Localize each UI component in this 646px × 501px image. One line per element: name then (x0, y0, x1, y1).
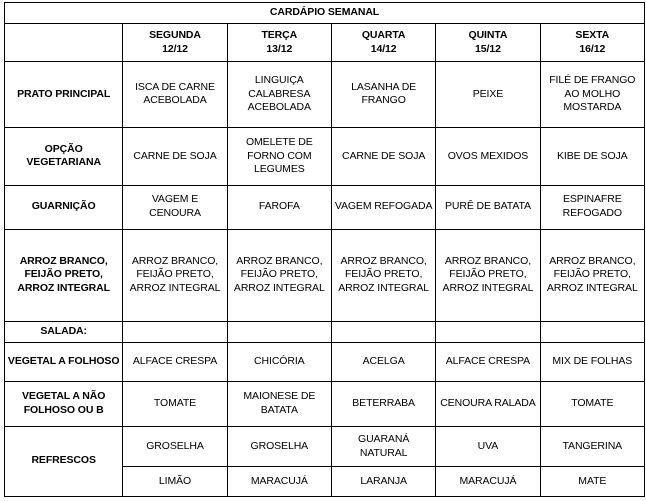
day-header-segunda: SEGUNDA 12/12 (122, 23, 228, 62)
cell-folhoso-quarta: ACELGA (330, 342, 437, 383)
cell-refresco2-quarta: LARANJA (330, 466, 437, 497)
cell-folhoso-terca: CHICÓRIA (226, 342, 332, 383)
day-name-quarta: QUARTA (361, 28, 406, 41)
cell-prato-quinta: PEIXE (435, 60, 541, 129)
cell-guarnicao-quarta: VAGEM REFOGADA (330, 184, 437, 230)
day-header-terca: TERÇA 13/12 (226, 23, 332, 62)
cell-salada-quinta (435, 321, 541, 344)
cell-guarnicao-quinta: PURÊ DE BATATA (435, 184, 541, 230)
day-date-terca: 13/12 (266, 42, 293, 55)
row-label-guarnicao: GUARNIÇÃO (3, 184, 124, 230)
cell-prato-terca: LINGUIÇA CALABRESA ACEBOLADA (226, 60, 332, 129)
cell-refresco1-terca: GROSELHA (226, 425, 332, 468)
menu-row-arroz-feijao: ARROZ BRANCO, FEIJÃO PRETO, ARROZ INTEGR… (3, 228, 646, 323)
weekly-menu-table: CARDÁPIO SEMANAL SEGUNDA 12/12 TERÇA 13/… (3, 1, 646, 498)
cell-naofolhoso-segunda: TOMATE (122, 381, 228, 427)
cell-arroz-segunda: ARROZ BRANCO, FEIJÃO PRETO, ARROZ INTEGR… (122, 228, 228, 323)
cell-refresco1-quarta: GUARANÁ NATURAL (330, 425, 437, 468)
menu-row-refrescos-2: LIMÃO MARACUJÁ LARANJA MARACUJÁ MATE (5, 466, 646, 497)
day-header-row: SEGUNDA 12/12 TERÇA 13/12 QUARTA 14/12 Q… (3, 23, 646, 62)
cell-refresco1-sexta: TANGERINA (539, 425, 646, 468)
row-label-vegetal-a-folhoso: VEGETAL A FOLHOSO (3, 342, 124, 383)
row-label-prato-principal: PRATO PRINCIPAL (3, 60, 124, 129)
cell-vegetariana-sexta: KIBE DE SOJA (539, 127, 646, 186)
cell-guarnicao-segunda: VAGEM E CENOURA (122, 184, 228, 230)
day-header-quarta: QUARTA 14/12 (330, 23, 437, 62)
cell-arroz-terca: ARROZ BRANCO, FEIJÃO PRETO, ARROZ INTEGR… (226, 228, 332, 323)
cell-salada-segunda (122, 321, 228, 344)
cell-refresco1-segunda: GROSELHA (122, 425, 228, 468)
row-label-vegetal-nao-folhoso: VEGETAL A NÃO FOLHOSO OU B (3, 381, 124, 427)
cell-naofolhoso-quinta: CENOURA RALADA (435, 381, 541, 427)
day-header-quinta: QUINTA 15/12 (435, 23, 541, 62)
menu-row-vegetal-a-folhoso: VEGETAL A FOLHOSO ALFACE CRESPA CHICÓRIA… (3, 342, 646, 383)
cell-naofolhoso-sexta: TOMATE (539, 381, 646, 427)
cell-vegetariana-terca: OMELETE DE FORNO COM LEGUMES (226, 127, 332, 186)
day-date-quinta: 15/12 (475, 42, 501, 55)
cell-refresco1-quinta: UVA (435, 425, 541, 468)
cell-refresco2-terca: MARACUJÁ (226, 466, 332, 497)
day-name-segunda: SEGUNDA (149, 28, 201, 41)
row-label-arroz-feijao: ARROZ BRANCO, FEIJÃO PRETO, ARROZ INTEGR… (3, 228, 124, 323)
cell-arroz-sexta: ARROZ BRANCO, FEIJÃO PRETO, ARROZ INTEGR… (539, 228, 646, 323)
day-header-sexta: SEXTA 16/12 (539, 23, 646, 62)
cell-prato-segunda: ISCA DE CARNE ACEBOLADA (122, 60, 228, 129)
day-date-quarta: 14/12 (370, 42, 397, 55)
cell-prato-sexta: FILÉ DE FRANGO AO MOLHO MOSTARDA (539, 60, 646, 129)
cell-naofolhoso-terca: MAIONESE DE BATATA (226, 381, 332, 427)
menu-row-guarnicao: GUARNIÇÃO VAGEM E CENOURA FAROFA VAGEM R… (3, 184, 646, 230)
day-date-sexta: 16/12 (579, 42, 606, 55)
cell-salada-terca (226, 321, 332, 344)
row-label-refrescos: REFRESCOS (3, 425, 124, 498)
row-label-opcao-vegetariana: OPÇÃO VEGETARIANA (3, 127, 124, 186)
cell-arroz-quinta: ARROZ BRANCO, FEIJÃO PRETO, ARROZ INTEGR… (435, 228, 541, 323)
cell-arroz-quarta: ARROZ BRANCO, FEIJÃO PRETO, ARROZ INTEGR… (330, 228, 437, 323)
cell-vegetariana-quinta: OVOS MEXIDOS (435, 127, 541, 186)
row-label-salada: SALADA: (3, 321, 124, 344)
day-date-segunda: 12/12 (162, 42, 188, 55)
cell-refresco2-sexta: MATE (539, 466, 646, 497)
cell-vegetariana-segunda: CARNE DE SOJA (122, 127, 228, 186)
day-name-terca: TERÇA (261, 28, 298, 41)
title-row: CARDÁPIO SEMANAL (4, 1, 645, 25)
cell-naofolhoso-quarta: BETERRABA (330, 381, 437, 427)
menu-row-vegetal-nao-folhoso: VEGETAL A NÃO FOLHOSO OU B TOMATE MAIONE… (3, 381, 646, 427)
menu-row-salada: SALADA: (3, 321, 646, 344)
cell-folhoso-quinta: ALFACE CRESPA (435, 342, 541, 383)
cell-guarnicao-terca: FAROFA (226, 184, 332, 230)
menu-row-opcao-vegetariana: OPÇÃO VEGETARIANA CARNE DE SOJA OMELETE … (3, 127, 646, 186)
day-name-quinta: QUINTA (468, 28, 508, 41)
menu-row-prato-principal: PRATO PRINCIPAL ISCA DE CARNE ACEBOLADA … (3, 60, 646, 129)
day-name-sexta: SEXTA (575, 28, 610, 41)
cell-folhoso-segunda: ALFACE CRESPA (122, 342, 228, 383)
cell-guarnicao-sexta: ESPINAFRE REFOGADO (539, 184, 646, 230)
cell-salada-sexta (539, 321, 646, 344)
page-title: CARDÁPIO SEMANAL (4, 1, 645, 25)
cell-vegetariana-quarta: CARNE DE SOJA (330, 127, 437, 186)
header-corner-cell (3, 23, 124, 62)
cell-refresco2-segunda: LIMÃO (122, 466, 228, 497)
menu-row-refrescos-1: REFRESCOS GROSELHA GROSELHA GUARANÁ NATU… (3, 425, 646, 498)
cell-salada-quarta (330, 321, 437, 344)
cell-folhoso-sexta: MIX DE FOLHAS (539, 342, 646, 383)
cell-prato-quarta: LASANHA DE FRANGO (330, 60, 437, 129)
cell-refresco2-quinta: MARACUJÁ (435, 466, 541, 497)
